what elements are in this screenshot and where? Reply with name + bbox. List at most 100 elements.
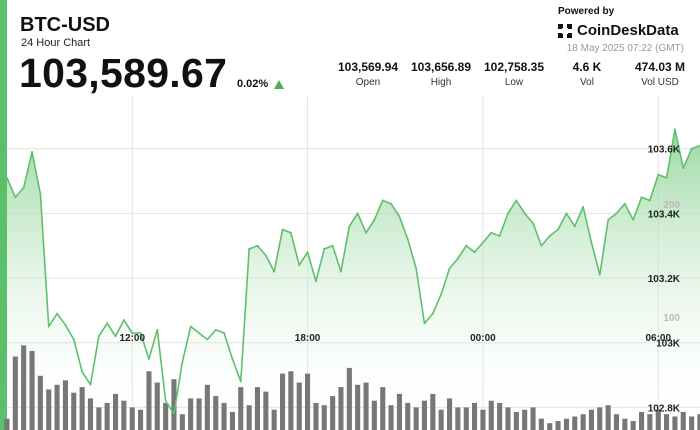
price-point [14,196,17,199]
price-line-segment [139,332,150,360]
volume-bar [87,398,93,430]
price-line-segment [173,361,184,415]
up-arrow-icon [274,80,284,89]
volume-bar [405,402,411,430]
price-point [406,238,409,241]
price-point [148,357,150,360]
price-point [198,332,200,334]
current-price: 103,589.67 [19,50,228,96]
volume-bar [330,396,336,430]
price-point [657,173,660,176]
volume-bar [271,409,277,430]
price-point [665,176,668,179]
price-line-segment [582,206,593,244]
volume-bar [246,405,252,430]
price-point [423,322,426,325]
price-line-segment [248,244,259,250]
price-line-segment [674,128,685,169]
price-point [281,228,284,231]
price-line-segment [64,324,75,341]
stat-label: Vol USD [641,77,679,88]
price-line-segment [565,212,576,228]
price-point [131,332,134,334]
volume-bar [229,411,235,430]
volume-bar [96,407,102,430]
price-line-segment [607,212,618,221]
price-point [590,241,593,244]
powered-by-label: Powered by [558,6,615,17]
accent-bar [0,0,7,430]
volume-bar [37,375,43,430]
price-line-segment [406,238,417,270]
price-line-segment [206,328,217,341]
price-tick-label: 103.2K [648,274,681,285]
price-point [398,215,401,218]
price-point [598,273,601,276]
price-point [390,202,392,205]
volume-tick-label: 100 [663,313,680,324]
price-point [690,147,693,150]
price-point [156,328,159,331]
price-line-segment [306,251,317,283]
price-point [632,218,635,221]
price-point [615,212,618,215]
price-line-segment [273,228,284,273]
price-line-segment [89,335,100,386]
price-tick-label: 103K [656,339,681,350]
price-point [473,251,476,254]
volume-bar [254,387,260,430]
volume-bar [388,405,394,430]
price-point [323,248,326,250]
price-line-segment [164,400,175,415]
price-line-segment [281,228,292,234]
price-line-segment [315,248,326,283]
price-line-segment [123,319,134,334]
price-line-segment [331,244,342,273]
price-point [89,383,92,386]
price-line-segment [498,212,509,237]
price-line-segment [515,199,526,215]
price-point [381,199,384,202]
price-point [498,235,501,237]
stat-label: Open [355,77,381,88]
price-point [548,235,551,237]
stat-open: 103,569.94 Open [328,60,408,88]
price-line-segment [47,312,58,328]
price-line-segment [482,231,493,244]
price-point [206,338,209,341]
price-point [214,328,217,331]
price-line-segment [615,202,626,215]
coindesk-logo-icon [558,23,572,38]
price-point [515,199,518,202]
brand-name: CoinDeskData [577,22,679,39]
volume-bar [179,414,185,430]
price-point [557,228,559,231]
volume-bar [413,407,419,430]
price-line-segment [231,358,242,383]
price-line-segment [214,328,225,334]
price-point [122,319,125,321]
price-line-segment [72,338,83,373]
price-point [47,325,50,328]
volume-bar [522,409,528,430]
price-line-segment [22,151,33,189]
price-line-segment [340,225,351,273]
volume-bar [321,405,327,430]
price-line-segment [56,312,67,326]
volume-bar [171,379,177,430]
price-line-segment [373,199,384,221]
volume-bar [689,416,695,430]
stat-value: 102,758.35 [483,60,545,74]
brand-logo[interactable]: CoinDeskData [558,22,679,39]
volume-bar [630,421,636,430]
volume-bar [305,373,311,430]
price-line-segment [31,151,42,195]
price-point [415,267,418,270]
timestamp: 18 May 2025 07:22 (GMT) [566,43,684,54]
price-line-segment [624,202,635,221]
volume-bar [380,387,386,430]
volume-bar [62,380,68,430]
price-point [189,325,192,328]
price-tick-label: 102.8K [648,403,681,414]
